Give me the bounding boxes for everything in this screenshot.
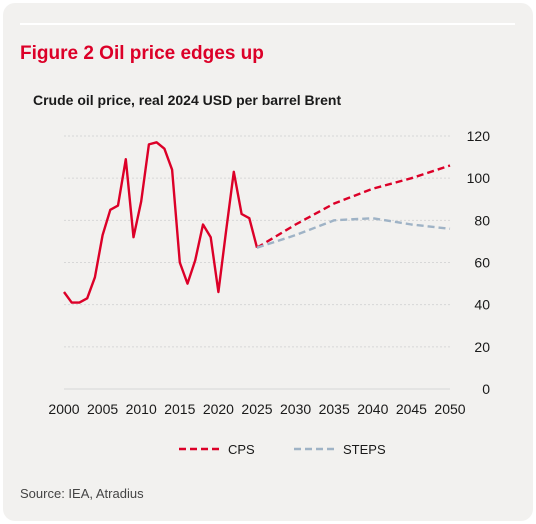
legend-label-cps: CPS	[228, 442, 255, 457]
x-tick-label: 2000	[48, 401, 79, 417]
chart-legend: CPS STEPS	[179, 442, 386, 457]
x-tick-label: 2040	[357, 401, 388, 417]
chart-title: Crude oil price, real 2024 USD per barre…	[33, 92, 342, 108]
x-tick-label: 2010	[126, 401, 157, 417]
x-tick-label: 2045	[396, 401, 427, 417]
x-tick-label: 2030	[280, 401, 311, 417]
series-line-steps	[256, 216, 451, 249]
y-tick-label: 40	[474, 297, 490, 313]
series-line-historical	[63, 141, 259, 304]
x-tick-label: 2025	[241, 401, 272, 417]
y-tick-label: 80	[474, 212, 490, 228]
x-tick-label: 2020	[203, 401, 234, 417]
y-tick-label: 20	[474, 339, 490, 355]
figure-title: Figure 2 Oil price edges up	[20, 43, 264, 64]
grid-lines	[64, 135, 450, 390]
series-lines	[63, 141, 451, 304]
y-tick-label: 120	[467, 128, 491, 144]
x-tick-label: 2005	[87, 401, 118, 417]
y-tick-label: 100	[467, 170, 491, 186]
x-tick-label: 2035	[319, 401, 350, 417]
x-axis-ticks: 2000 2005 2010 2015 2020 2025 2030 2035 2040 2045…	[48, 401, 465, 417]
y-tick-label: 0	[482, 381, 490, 397]
legend-label-steps: STEPS	[343, 442, 386, 457]
y-tick-label: 60	[474, 255, 490, 271]
series-line-cps	[256, 164, 451, 249]
y-axis-ticks: 0 20 40 60 80 100 120	[467, 128, 491, 397]
x-tick-label: 2015	[164, 401, 195, 417]
x-tick-label: 2050	[434, 401, 465, 417]
source-note: Source: IEA, Atradius	[20, 486, 144, 501]
top-divider	[20, 23, 515, 25]
